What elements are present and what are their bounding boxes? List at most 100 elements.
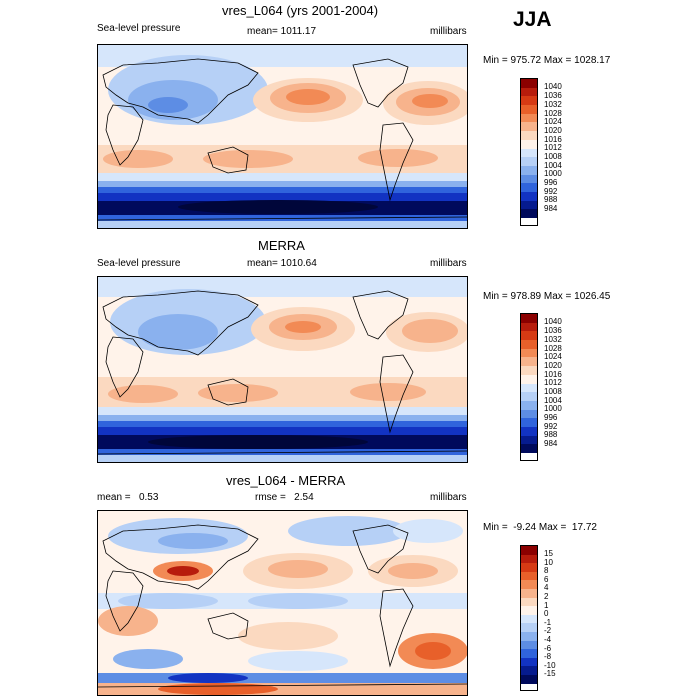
panel3-minmax-label: Min = -9.24 Max = 17.72 — [483, 522, 597, 533]
panel2-colorbar-swatch — [521, 348, 537, 358]
panel2-colorbar-tick: 1028 — [544, 344, 562, 353]
panel1-units-label: millibars — [430, 26, 467, 37]
panel2-variable-label: Sea-level pressure — [97, 258, 181, 269]
panel2-colorbar-tick: 1036 — [544, 326, 562, 335]
panel3-colorbar-swatch — [521, 623, 537, 632]
panel3-title: vres_L064 - MERRA — [226, 473, 346, 488]
panel1-colorbar-tick: 992 — [544, 187, 558, 196]
panel1-colorbar-swatch — [521, 96, 537, 106]
panel3-colorbar-swatch — [521, 614, 537, 624]
panel3-colorbar-tick: 6 — [544, 575, 549, 584]
panel2-colorbar-swatch — [521, 435, 537, 445]
panel1-colorbar-tick: 1036 — [544, 91, 562, 100]
panel3-colorbar-tick: -4 — [544, 635, 552, 644]
panel1-colorbar-tick: 1040 — [544, 82, 562, 91]
panel3-colorbar-tick: 10 — [544, 558, 553, 567]
panel2-colorbar-tick: 992 — [544, 422, 558, 431]
panel3-colorbar-swatch — [521, 563, 537, 572]
panel2-colorbar-tick: 1040 — [544, 317, 562, 326]
panel2-colorbar-swatch — [521, 366, 537, 375]
panel1-colorbar-tick: 984 — [544, 204, 558, 213]
panel2-units-label: millibars — [430, 258, 467, 269]
panel3-colorbar-tick: -15 — [544, 669, 556, 678]
panel3-rmse-label: rmse = 2.54 — [255, 492, 314, 503]
panel2-colorbar-swatch — [521, 357, 537, 367]
panel3-colorbar-tick: 8 — [544, 566, 549, 575]
panel1-colorbar-tick: 988 — [544, 195, 558, 204]
panel2-title: MERRA — [258, 238, 305, 253]
panel1-colorbar-swatch — [521, 87, 537, 97]
panel2-colorbar-tick: 1012 — [544, 378, 562, 387]
panel2-colorbar-tick: 1024 — [544, 352, 562, 361]
panel2-colorbar-swatch — [521, 331, 537, 341]
panel3-colorbar-tick: 4 — [544, 583, 549, 592]
panel2-colorbar-swatch — [521, 340, 537, 349]
panel3-colorbar-swatch — [521, 657, 537, 667]
panel1-colorbar-swatch — [521, 122, 537, 132]
season-label: JJA — [513, 8, 552, 31]
panel3-colorbar-swatch — [521, 588, 537, 598]
panel1-colorbar-tick: 1004 — [544, 161, 562, 170]
panel3-colorbar-swatch — [521, 666, 537, 675]
panel3-colorbar-tick: 1 — [544, 601, 549, 610]
panel2-colorbar-tick: 984 — [544, 439, 558, 448]
panel2-mean-label: mean= 1010.64 — [247, 258, 317, 269]
panel3-colorbar-tick: -2 — [544, 626, 552, 635]
panel2-map — [97, 276, 468, 463]
panel2-colorbar — [520, 313, 538, 461]
panel2-colorbar-swatch — [521, 444, 537, 453]
panel3-colorbar — [520, 545, 538, 691]
panel1-colorbar-tick: 1012 — [544, 143, 562, 152]
panel1-colorbar-swatch — [521, 174, 537, 184]
panel3-colorbar-tick: -6 — [544, 644, 552, 653]
panel1-colorbar-swatch — [521, 131, 537, 140]
panel2-colorbar-tick: 1020 — [544, 361, 562, 370]
panel1-colorbar-tick: 996 — [544, 178, 558, 187]
panel1-colorbar-tick: 1020 — [544, 126, 562, 135]
panel1-minmax-label: Min = 975.72 Max = 1028.17 — [483, 55, 611, 66]
panel1-colorbar-tick: 1016 — [544, 135, 562, 144]
panel3-colorbar-swatch — [521, 580, 537, 589]
panel3-colorbar-swatch — [521, 597, 537, 607]
panel3-mean-label: mean = 0.53 — [97, 492, 159, 503]
panel3-colorbar-swatch — [521, 674, 537, 684]
panel2-colorbar-tick: 1032 — [544, 335, 562, 344]
panel1-mean-label: mean= 1011.17 — [247, 26, 317, 37]
panel1-colorbar — [520, 78, 538, 226]
panel1-colorbar-swatch — [521, 191, 537, 201]
panel1-colorbar-tick: 1024 — [544, 117, 562, 126]
panel1-colorbar-swatch — [521, 79, 537, 88]
panel1-map — [97, 44, 468, 229]
panel3-colorbar-swatch — [521, 546, 537, 555]
panel2-colorbar-swatch — [521, 314, 537, 323]
panel2-minmax-label: Min = 978.89 Max = 1026.45 — [483, 291, 611, 302]
panel3-units-label: millibars — [430, 492, 467, 503]
panel1-variable-label: Sea-level pressure — [97, 23, 181, 34]
panel3-colorbar-swatch — [521, 606, 537, 615]
panel2-colorbar-swatch — [521, 426, 537, 436]
panel3-colorbar-swatch — [521, 571, 537, 581]
panel1-colorbar-swatch — [521, 165, 537, 175]
panel3-colorbar-tick: -8 — [544, 652, 552, 661]
panel2-colorbar-tick: 1016 — [544, 370, 562, 379]
panel3-colorbar-swatch — [521, 631, 537, 641]
panel2-colorbar-swatch — [521, 409, 537, 419]
panel2-colorbar-tick: 988 — [544, 430, 558, 439]
panel1-colorbar-swatch — [521, 209, 537, 218]
panel3-colorbar-swatch — [521, 649, 537, 658]
panel3-colorbar-tick: 0 — [544, 609, 549, 618]
panel3-colorbar-swatch — [521, 640, 537, 650]
panel1-colorbar-swatch — [521, 113, 537, 123]
panel2-colorbar-swatch — [521, 400, 537, 410]
panel3-colorbar-tick: -1 — [544, 618, 552, 627]
panel2-colorbar-swatch — [521, 392, 537, 401]
panel2-colorbar-tick: 1000 — [544, 404, 562, 413]
panel2-colorbar-swatch — [521, 383, 537, 393]
panel1-colorbar-swatch — [521, 105, 537, 114]
panel3-colorbar-tick: -10 — [544, 661, 556, 670]
panel1-colorbar-swatch — [521, 148, 537, 158]
panel1-colorbar-tick: 1032 — [544, 100, 562, 109]
panel1-colorbar-swatch — [521, 139, 537, 149]
panel1-colorbar-swatch — [521, 200, 537, 210]
panel2-colorbar-tick: 1008 — [544, 387, 562, 396]
